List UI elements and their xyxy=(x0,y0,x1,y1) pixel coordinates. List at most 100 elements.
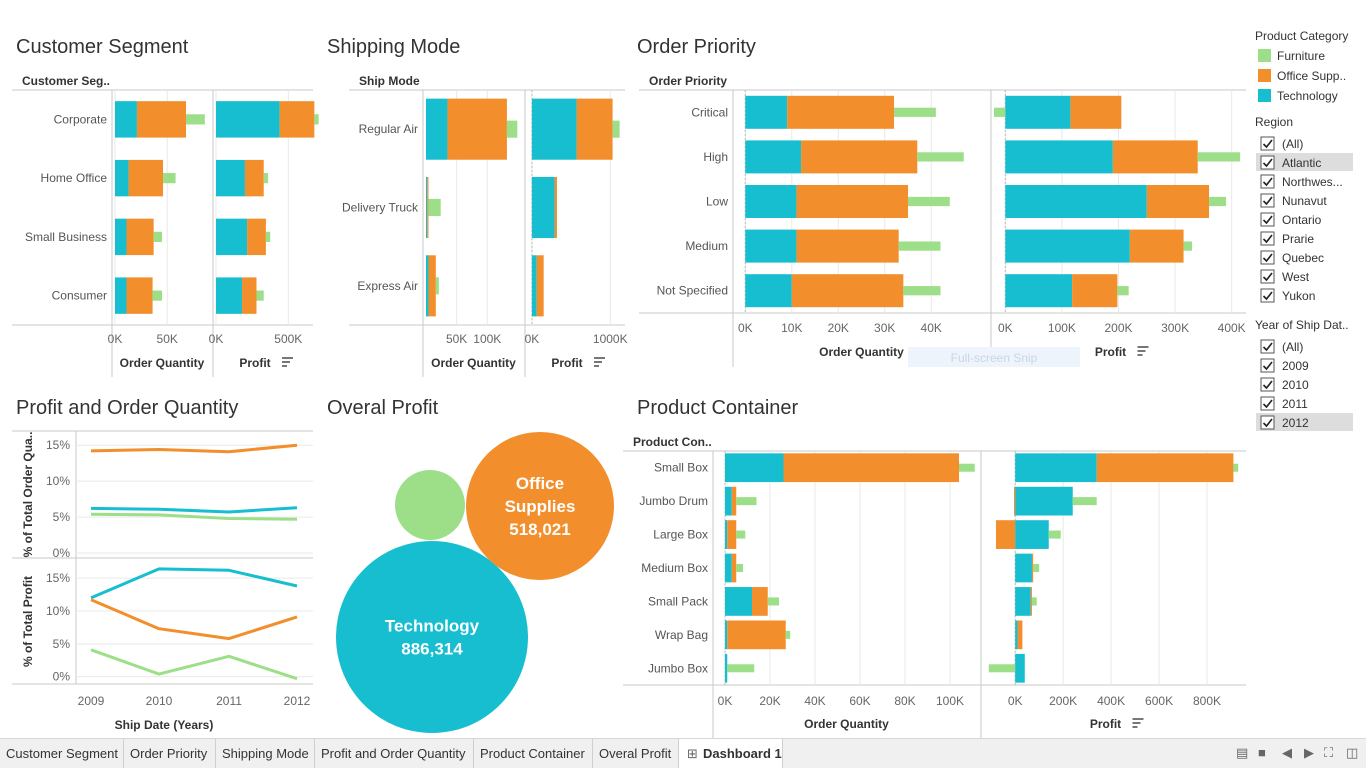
priority-bar-high-furniture-profit xyxy=(1197,152,1241,162)
segment-tick-label: 50K xyxy=(157,332,178,346)
region-checkbox-ontario[interactable] xyxy=(1260,212,1275,227)
priority-tick-label: 400K xyxy=(1218,321,1246,335)
priority-tick-label: 0K xyxy=(738,321,753,335)
region-checkbox-box xyxy=(1260,288,1275,303)
segment-bar-consumer-furniture-order-quantity xyxy=(152,290,162,301)
segment-bar-corporate-furniture-profit xyxy=(314,114,319,125)
segment-category-label-corporate: Corporate xyxy=(54,112,108,126)
check-icon xyxy=(1262,272,1273,282)
region-label-atlantic: Atlantic xyxy=(1282,156,1321,170)
profitqty-line-0-furniture xyxy=(90,512,298,521)
container-category-label-wrap-bag: Wrap Bag xyxy=(655,628,708,642)
priority-tick-label: 300K xyxy=(1161,321,1189,335)
priority-category-label-high: High xyxy=(703,150,728,164)
shipping-mode-chart: Ship Mode Regular Air Delivery Truck Expres… xyxy=(342,74,628,377)
segment-bar-small-business-furniture-order-quantity xyxy=(153,231,162,242)
region-checkbox-yukon[interactable] xyxy=(1260,288,1275,303)
product-container-chart: Product Con.. Small Box Jumbo Drum Large Bo… xyxy=(623,435,1246,739)
tab-dashboard-1[interactable]: ⊞ Dashboard 1 xyxy=(679,739,783,768)
order-priority-chart: Order Priority Critical High Low Medium Not S… xyxy=(639,74,1246,367)
presentation-mode-icon[interactable]: ◫ xyxy=(1346,745,1359,760)
year-checkbox-box xyxy=(1260,377,1275,392)
year-checkbox-2011[interactable] xyxy=(1260,396,1275,411)
legend-label-furniture: Furniture xyxy=(1277,49,1325,63)
container-bar-large-box-technology-order-quantity xyxy=(725,520,728,549)
region-checkbox-atlantic[interactable] xyxy=(1260,155,1275,170)
region-checkbox-northwes[interactable] xyxy=(1260,174,1275,189)
year-checkbox-2012[interactable] xyxy=(1260,415,1275,430)
year-checkbox-all[interactable] xyxy=(1260,339,1275,354)
segment-bar-home-office-furniture-profit xyxy=(263,173,269,184)
tab-overal-profit[interactable]: Overal Profit xyxy=(593,739,679,768)
container-tick-label: 20K xyxy=(759,694,780,708)
segment-category-label-small-business: Small Business xyxy=(25,230,107,244)
grid-icon: ⊞ xyxy=(687,746,698,761)
region-label-ontario: Ontario xyxy=(1282,213,1322,227)
segment-bar-home-office-technology-order-quantity xyxy=(115,159,129,197)
check-icon xyxy=(1262,177,1273,187)
profitqty-x-tick-2010: 2010 xyxy=(146,694,173,708)
segment-bar-consumer-technology-order-quantity xyxy=(115,277,127,314)
segment-category-label-home-office: Home Office xyxy=(41,171,108,185)
tab-order-priority[interactable]: Order Priority xyxy=(124,739,216,768)
priority-bar-critical-technology-profit xyxy=(1005,95,1071,129)
year-label-2009: 2009 xyxy=(1282,359,1309,373)
bubble-technology xyxy=(336,541,528,733)
check-icon xyxy=(1262,342,1273,352)
tab-product-container[interactable]: Product Container xyxy=(474,739,593,768)
check-icon xyxy=(1262,399,1273,409)
container-bar-medium-box-furniture-profit xyxy=(1033,563,1040,573)
legend-swatch-furniture xyxy=(1258,49,1271,62)
region-checkbox-box xyxy=(1260,250,1275,265)
profitqty-line-1-technology xyxy=(90,567,298,600)
profitqty-xlabel: Ship Date (Years) xyxy=(115,718,214,732)
region-checkbox-quebec[interactable] xyxy=(1260,250,1275,265)
container-bar-small-pack-technology-profit xyxy=(1015,587,1031,616)
segment-sort-icon xyxy=(282,357,293,367)
profitqty-tick-label: 10% xyxy=(46,604,70,618)
region-checkbox-all[interactable] xyxy=(1260,136,1275,151)
priority-axis-title-profit: Profit xyxy=(1095,345,1126,359)
region-checkbox-west[interactable] xyxy=(1260,269,1275,284)
container-category-label-small-box: Small Box xyxy=(654,461,708,475)
region-checkbox-prarie[interactable] xyxy=(1260,231,1275,246)
segment-category-label-consumer: Consumer xyxy=(52,289,107,303)
region-checkbox-nunavut[interactable] xyxy=(1260,193,1275,208)
priority-bar-medium-technology-profit xyxy=(1005,229,1130,263)
segment-tick-label: 0K xyxy=(108,332,123,346)
priority-sort-icon xyxy=(1137,346,1149,356)
priority-tick-label: 20K xyxy=(828,321,849,335)
check-icon xyxy=(1262,234,1273,244)
priority-axis-title-order-quantity: Order Quantity xyxy=(819,345,904,359)
container-bar-small-box-office-supplies-profit xyxy=(1096,453,1234,483)
sheet-sorter-icon[interactable]: ■ xyxy=(1258,745,1266,760)
shipmode-tick-label: 100K xyxy=(473,332,501,346)
tab-shipping-mode[interactable]: Shipping Mode xyxy=(216,739,315,768)
year-checkbox-2009[interactable] xyxy=(1260,358,1275,373)
year-label-all: (All) xyxy=(1282,340,1303,354)
container-bar-small-box-technology-profit xyxy=(1015,453,1097,483)
tab-customer-segment[interactable]: Customer Segment xyxy=(0,739,124,768)
profitqty-tick-label: 0% xyxy=(53,546,71,560)
fullscreen-icon[interactable]: ⛶ xyxy=(1324,745,1334,760)
bubble-label-office-supplies-2: 518,021 xyxy=(509,520,570,539)
region-label-prarie: Prarie xyxy=(1282,232,1314,246)
legend-swatch-technology xyxy=(1258,89,1271,102)
priority-bar-critical-technology-order-quantity xyxy=(745,95,788,129)
container-tick-label: 800K xyxy=(1193,694,1221,708)
shipmode-bar-regular-air-technology-order-quantity xyxy=(426,98,448,160)
year-checkbox-box xyxy=(1260,358,1275,373)
priority-bar-critical-furniture-order-quantity xyxy=(894,107,936,117)
year-filter-title: Year of Ship Dat.. xyxy=(1255,318,1349,332)
tab-profit-order-quantity[interactable]: Profit and Order Quantity xyxy=(315,739,474,768)
segment-bar-home-office-technology-profit xyxy=(216,159,245,197)
year-checkbox-2010[interactable] xyxy=(1260,377,1275,392)
container-bar-jumbo-drum-furniture-profit xyxy=(1072,497,1097,506)
next-sheet-icon[interactable]: ▶ xyxy=(1304,745,1314,760)
previous-sheet-icon[interactable]: ◀ xyxy=(1282,745,1292,760)
segment-bar-consumer-office-supplies-profit xyxy=(242,277,257,314)
container-tick-label: 200K xyxy=(1049,694,1077,708)
region-checkbox-box xyxy=(1260,269,1275,284)
show-tabs-icon[interactable]: ▤ xyxy=(1236,745,1249,760)
